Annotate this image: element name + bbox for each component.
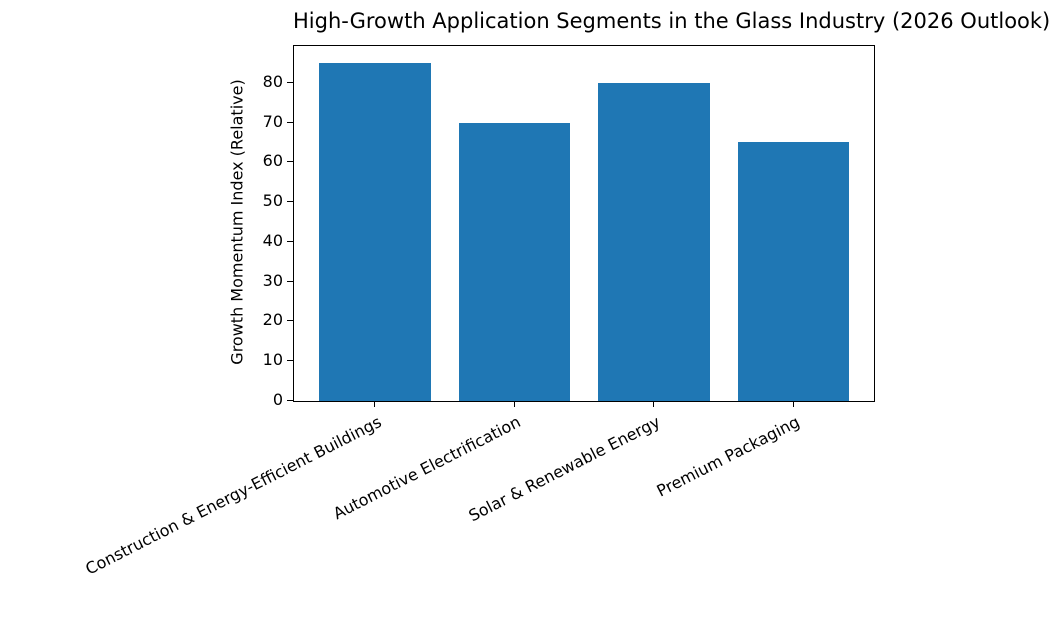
y-tick-label-80: 80 [262,71,283,91]
y-tick-mark-40 [287,240,293,242]
y-tick-mark-80 [287,81,293,83]
bar-0 [319,62,431,401]
y-tick-mark-0 [287,400,293,401]
y-tick-label-0: 0 [272,390,283,409]
x-tick-mark-1 [513,401,515,407]
bar-2 [598,82,710,401]
y-tick-label-70: 70 [262,111,283,131]
y-tick-label-50: 50 [262,191,283,211]
y-tick-label-30: 30 [262,270,283,290]
y-tick-label-10: 10 [262,350,283,370]
y-tick-mark-10 [287,360,293,362]
bar-3 [737,142,850,401]
y-tick-mark-70 [287,121,293,123]
y-tick-label-40: 40 [262,230,283,250]
x-tick-mark-2 [653,401,654,407]
bar-1 [458,122,571,401]
y-tick-mark-60 [287,161,293,163]
chart-title: High-Growth Application Segments in the … [293,9,1051,33]
x-tick-label-0: Construction & Energy-Efficient Building… [81,412,385,579]
y-tick-label-20: 20 [262,310,283,330]
y-tick-mark-30 [287,280,293,282]
x-tick-label-3: Premium Packaging [653,412,803,501]
x-tick-mark-0 [374,401,375,407]
x-tick-mark-3 [792,401,794,407]
y-tick-label-60: 60 [262,151,283,171]
y-tick-mark-50 [287,201,293,203]
plot-area [293,45,875,402]
y-tick-mark-20 [287,320,293,322]
